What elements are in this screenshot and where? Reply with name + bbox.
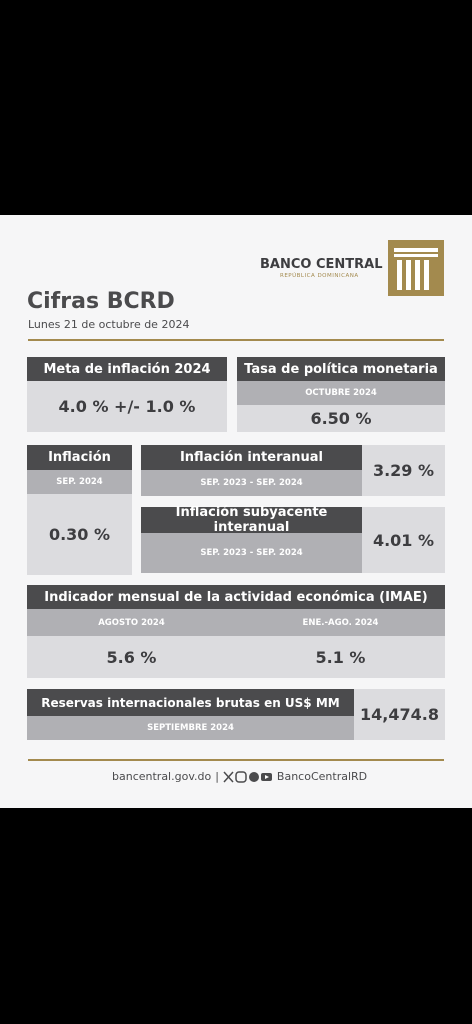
card-period: SEP. 2023 - SEP. 2024 <box>141 533 362 573</box>
footer: bancentral.gov.do | BancoCentralRD <box>112 770 367 783</box>
divider <box>28 759 444 761</box>
card-value: 4.0 % +/- 1.0 % <box>27 381 227 432</box>
divider <box>28 339 444 341</box>
card-title: Inflación interanual <box>141 445 362 470</box>
social-icons <box>223 770 272 783</box>
separator: | <box>215 770 219 783</box>
card-period: AGOSTO 2024 <box>27 609 236 636</box>
card-title: Indicador mensual de la actividad económ… <box>27 585 445 609</box>
card-value: 6.50 % <box>237 405 445 432</box>
card-title: Meta de inflación 2024 <box>27 357 227 381</box>
card-title: Tasa de política monetaria <box>237 357 445 381</box>
card-value: 5.1 % <box>236 636 445 678</box>
website: bancentral.gov.do <box>112 770 212 783</box>
card-value: 14,474.8 <box>354 689 445 740</box>
bank-name: BANCO CENTRAL <box>260 257 383 272</box>
card-title: Inflación <box>27 445 132 470</box>
card-period: OCTUBRE 2024 <box>237 381 445 405</box>
bank-subtitle: REPÚBLICA DOMINICANA <box>280 273 359 279</box>
card-value: 5.6 % <box>27 636 236 678</box>
card-title: Reservas internacionales brutas en US$ M… <box>27 689 354 716</box>
card-title: Inflación subyacente interanual <box>141 505 362 535</box>
card-period: SEP. 2023 - SEP. 2024 <box>141 470 362 496</box>
card-period: ENE.-AGO. 2024 <box>236 609 445 636</box>
date: Lunes 21 de octubre de 2024 <box>28 318 190 331</box>
title: Cifras BCRD <box>27 289 175 314</box>
card-value: 3.29 % <box>362 445 445 496</box>
card-period: SEPTIEMBRE 2024 <box>27 716 354 740</box>
handle: BancoCentralRD <box>276 770 368 783</box>
card-value: 4.01 % <box>362 507 445 573</box>
infographic: BANCO CENTRAL REPÚBLICA DOMINICANA Cifra… <box>0 215 472 808</box>
card-period: SEP. 2024 <box>27 470 132 494</box>
bank-logo <box>388 240 444 296</box>
card-value: 0.30 % <box>27 494 132 575</box>
